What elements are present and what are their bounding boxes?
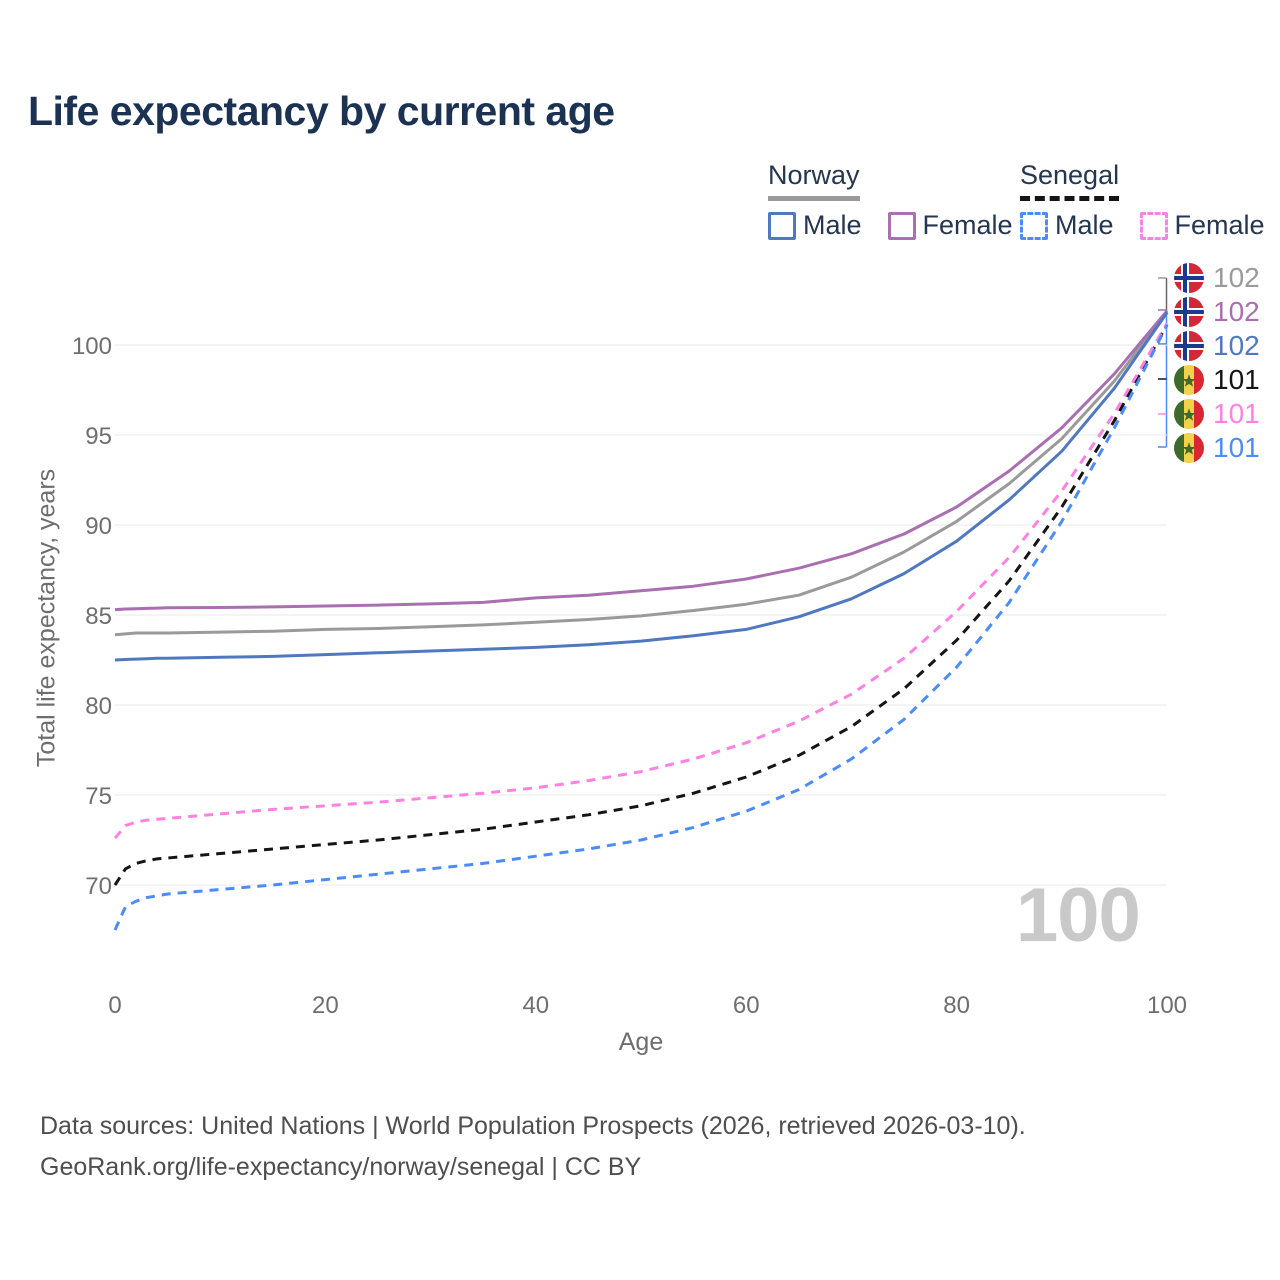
callout-value: 102 (1213, 330, 1260, 361)
y-tick-label: 75 (85, 783, 112, 810)
senegal-flag-icon (1174, 365, 1204, 395)
norway-male-swatch-icon (768, 211, 796, 240)
y-tick-label: 80 (85, 693, 112, 720)
legend-item-norway-male[interactable]: Male (768, 210, 862, 241)
age-watermark: 100 (1016, 873, 1141, 958)
x-tick-label: 20 (312, 992, 339, 1019)
senegal-flag-icon (1174, 433, 1204, 463)
callout-value: 102 (1213, 262, 1260, 293)
norway-flag-icon (1174, 263, 1204, 293)
series-line-senegal-all (113, 323, 1169, 886)
page-title: Life expectancy by current age (28, 88, 615, 134)
series-line-norway-male (114, 311, 1169, 662)
footer: Data sources: United Nations | World Pop… (40, 1106, 1026, 1188)
x-tick-label: 60 (733, 992, 760, 1019)
y-tick-label: 90 (85, 513, 112, 540)
x-tick-label: 100 (1147, 992, 1187, 1019)
callout-value: 101 (1213, 432, 1260, 463)
series-line-norway-all (114, 310, 1169, 637)
callout-senegal-female: 101 (1174, 397, 1260, 431)
legend-label-male: Male (1055, 210, 1114, 240)
callout-norway-female: 102 (1174, 295, 1260, 329)
callout-bracket (1158, 277, 1168, 448)
senegal-flag-icon (1174, 399, 1204, 429)
legend-item-senegal-female[interactable]: Female (1139, 210, 1265, 241)
legend-country-senegal[interactable]: Senegal (1020, 160, 1120, 201)
footer-sources: Data sources: United Nations | World Pop… (40, 1112, 1026, 1140)
callout-norway-all: 102 (1174, 261, 1260, 295)
y-tick-label: 100 (72, 333, 112, 360)
callout-norway-male: 102 (1174, 329, 1260, 363)
norway-female-swatch-icon (887, 211, 916, 240)
x-tick-label: 80 (943, 992, 970, 1019)
callout-value: 101 (1213, 398, 1260, 429)
legend-label-female: Female (922, 210, 1013, 240)
legend-group-norway: Norway Male Female (768, 160, 1013, 241)
x-axis-title: Age (618, 1028, 664, 1056)
series-line-senegal-male (113, 324, 1169, 931)
norway-flag-icon (1174, 331, 1204, 361)
y-tick-label: 70 (85, 873, 112, 900)
series-line-senegal-female (113, 322, 1169, 840)
callout-senegal-all: 101 (1174, 363, 1260, 397)
y-tick-label: 95 (85, 423, 112, 450)
norway-flag-icon (1174, 297, 1204, 327)
x-tick-label: 0 (108, 992, 121, 1019)
callout-senegal-male: 101 (1174, 431, 1260, 465)
legend-label-male: Male (803, 210, 862, 240)
x-tick-label: 40 (522, 992, 549, 1019)
callout-value: 101 (1213, 364, 1260, 395)
legend-item-norway-female[interactable]: Female (887, 210, 1013, 241)
legend-item-senegal-male[interactable]: Male (1020, 210, 1114, 241)
legend-group-senegal: Senegal Male Female (1020, 160, 1265, 241)
callout-value: 102 (1213, 296, 1260, 327)
senegal-female-swatch-icon (1139, 211, 1168, 240)
life-expectancy-chart: 70 75 80 85 90 95 100 0 20 40 60 80 100 (72, 277, 1187, 1019)
series-line-norway-female (114, 309, 1169, 612)
endpoint-callouts: 102 102 102 101 101 101 (1174, 261, 1260, 465)
legend-country-norway[interactable]: Norway (768, 160, 860, 201)
senegal-male-swatch-icon (1020, 211, 1048, 240)
footer-attribution: GeoRank.org/life-expectancy/norway/seneg… (40, 1153, 642, 1181)
y-tick-label: 85 (85, 603, 112, 630)
legend-label-female: Female (1174, 210, 1265, 240)
